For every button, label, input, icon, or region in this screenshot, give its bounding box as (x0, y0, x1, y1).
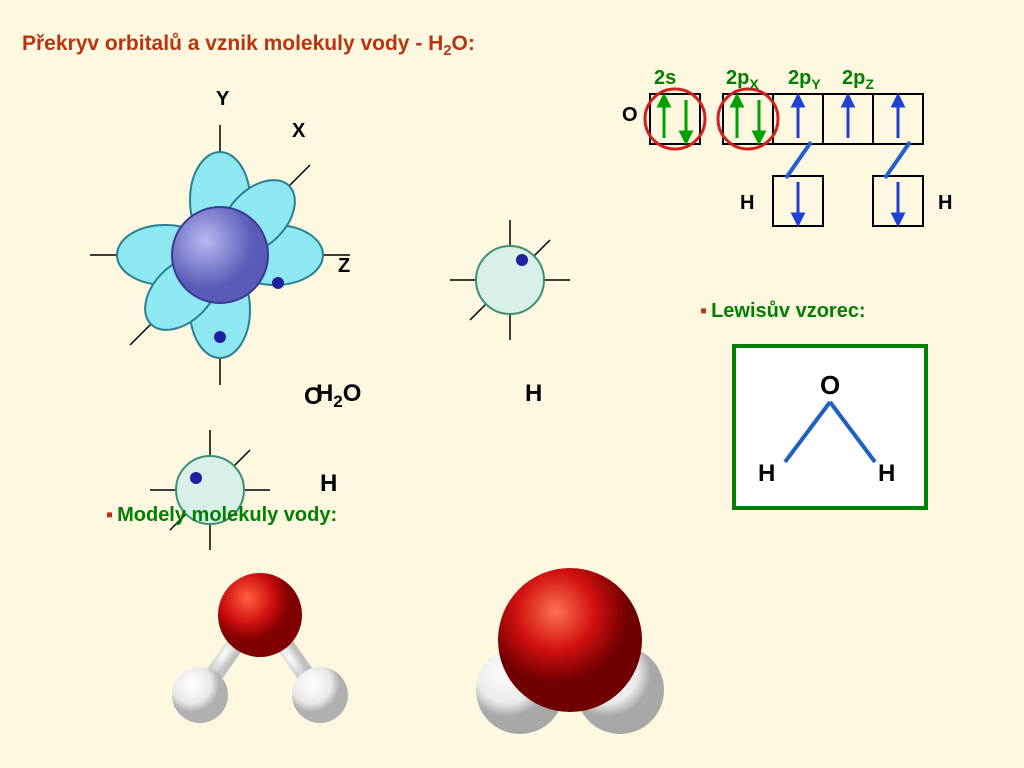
h-label-1: H (525, 380, 542, 408)
orbital-h-label-2: H (938, 192, 952, 215)
lewis-o: O (820, 370, 840, 401)
space-filling-model (450, 550, 690, 760)
orbital-2px-label: 2pX (726, 67, 759, 92)
ball-stick-model (150, 540, 370, 750)
hydrogen-orbital-1 (440, 210, 580, 350)
orbital-2pz-label: 2pZ (842, 67, 874, 92)
orbital-h-label-1: H (740, 192, 754, 215)
models-title: ▪Modely molekuly vody: (106, 504, 337, 527)
center-h2o-label: H2O (316, 380, 361, 412)
h-label-2: H (320, 470, 337, 498)
lewis-h2: H (878, 460, 895, 488)
orbital-2s-label: 2s (654, 67, 676, 90)
orbital-2py-label: 2pY (788, 67, 821, 92)
lewis-h1: H (758, 460, 775, 488)
oxygen-orbital-diagram (60, 85, 380, 395)
axis-x-label: X (292, 120, 305, 143)
page-title: Překryv orbitalů a vznik molekuly vody -… (22, 32, 475, 59)
axis-z-label: Z (338, 255, 350, 278)
orbital-o-label: O (622, 104, 638, 127)
lewis-title: ▪Lewisův vzorec: (700, 300, 866, 323)
axis-y-label: Y (216, 88, 229, 111)
hydrogen-orbital-2 (140, 420, 280, 560)
